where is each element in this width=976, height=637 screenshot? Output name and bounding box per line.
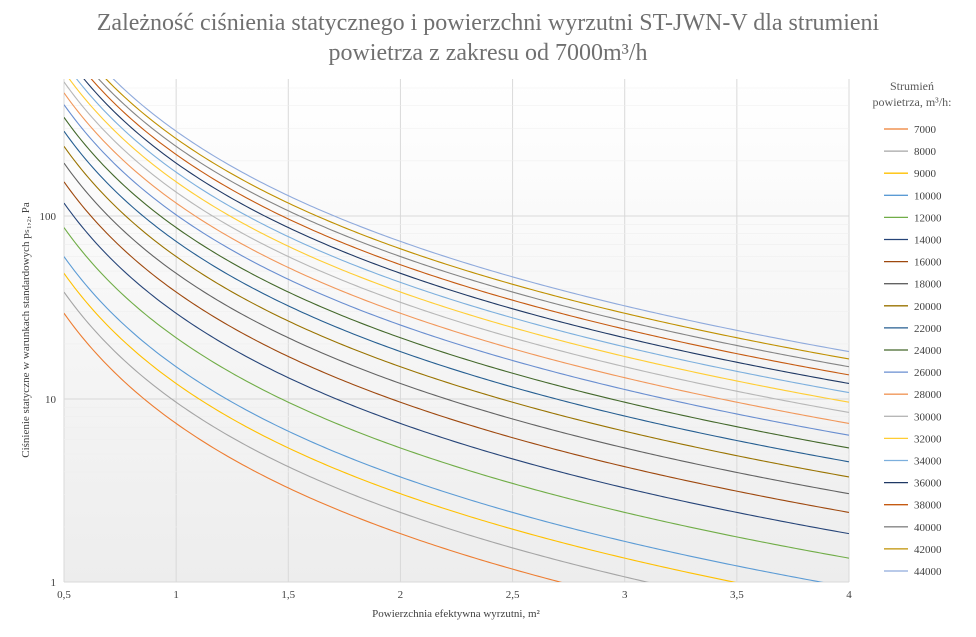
legend-label-32000: 32000 xyxy=(914,433,942,445)
legend-label-28000: 28000 xyxy=(914,389,942,401)
series-line-40000 xyxy=(97,79,849,368)
legend-label-38000: 38000 xyxy=(914,500,942,512)
y-axis-ticks: 1 10 100 xyxy=(40,211,57,589)
legend-label-44000: 44000 xyxy=(914,566,942,578)
legend-label-7000: 7000 xyxy=(914,124,937,136)
y-tick-label: 1 xyxy=(51,577,57,589)
legend-label-18000: 18000 xyxy=(914,279,942,291)
legend-label-30000: 30000 xyxy=(914,411,942,423)
series-line-9000 xyxy=(64,272,737,582)
series-line-10000 xyxy=(64,256,824,582)
legend-label-42000: 42000 xyxy=(914,544,942,556)
series-line-20000 xyxy=(64,146,849,478)
chart-title-line1: Zależność ciśnienia statycznego i powier… xyxy=(96,10,880,36)
y-tick-label: 100 xyxy=(40,211,57,223)
legend-label-22000: 22000 xyxy=(914,323,942,335)
legend-label-12000: 12000 xyxy=(914,212,942,224)
y-tick-label: 10 xyxy=(45,394,57,406)
legend: 7000 8000 9000 10000 12000 14000 16000 18000 200… xyxy=(884,124,942,578)
x-tick-label: 0,5 xyxy=(57,589,71,601)
plot-area xyxy=(64,79,849,582)
legend-label-24000: 24000 xyxy=(914,345,942,357)
series-line-12000 xyxy=(64,227,849,559)
legend-label-26000: 26000 xyxy=(914,367,942,379)
legend-label-8000: 8000 xyxy=(914,146,937,158)
x-axis-ticks: 0,5 1 1,5 2 2,5 3 3,5 4 xyxy=(57,589,852,601)
chart-title-line2: powietrza z zakresu od 7000m³/h xyxy=(328,40,648,66)
series-line-34000 xyxy=(75,79,849,394)
curves xyxy=(64,79,849,582)
series-line-44000 xyxy=(112,79,849,353)
series-line-36000 xyxy=(83,79,849,385)
x-axis-label: Powierzchnia efektywna wyrzutni, m² xyxy=(372,608,540,620)
legend-label-40000: 40000 xyxy=(914,522,942,534)
legend-title-line2: powietrza, m³/h: xyxy=(873,95,952,109)
series-line-18000 xyxy=(64,162,849,495)
y-axis-label: Ciśnienie statyczne w warunkach standard… xyxy=(20,202,32,458)
series-line-32000 xyxy=(68,79,849,403)
chart-title: Zależność ciśnienia statycznego i powier… xyxy=(0,8,976,68)
series-line-7000 xyxy=(64,312,563,582)
x-tick-label: 1 xyxy=(173,589,179,601)
legend-title-line1: Strumień xyxy=(890,79,934,93)
x-tick-label: 2 xyxy=(398,589,404,601)
series-line-16000 xyxy=(64,181,849,513)
series-line-14000 xyxy=(64,202,849,535)
legend-label-14000: 14000 xyxy=(914,235,942,247)
series-line-38000 xyxy=(90,79,849,376)
x-tick-label: 3 xyxy=(622,589,628,601)
x-tick-label: 2,5 xyxy=(506,589,520,601)
x-tick-label: 4 xyxy=(846,589,852,601)
series-line-30000 xyxy=(64,81,849,414)
series-line-26000 xyxy=(64,104,849,436)
legend-label-16000: 16000 xyxy=(914,257,942,269)
series-line-8000 xyxy=(64,291,650,582)
legend-label-20000: 20000 xyxy=(914,301,942,313)
legend-label-34000: 34000 xyxy=(914,456,942,468)
series-line-22000 xyxy=(64,130,849,463)
x-tick-label: 3,5 xyxy=(730,589,744,601)
series-line-28000 xyxy=(64,92,849,424)
series-line-42000 xyxy=(105,79,849,360)
series-line-24000 xyxy=(64,117,849,449)
legend-label-10000: 10000 xyxy=(914,190,942,202)
legend-label-36000: 36000 xyxy=(914,478,942,490)
x-tick-label: 1,5 xyxy=(281,589,295,601)
legend-label-9000: 9000 xyxy=(914,168,937,180)
